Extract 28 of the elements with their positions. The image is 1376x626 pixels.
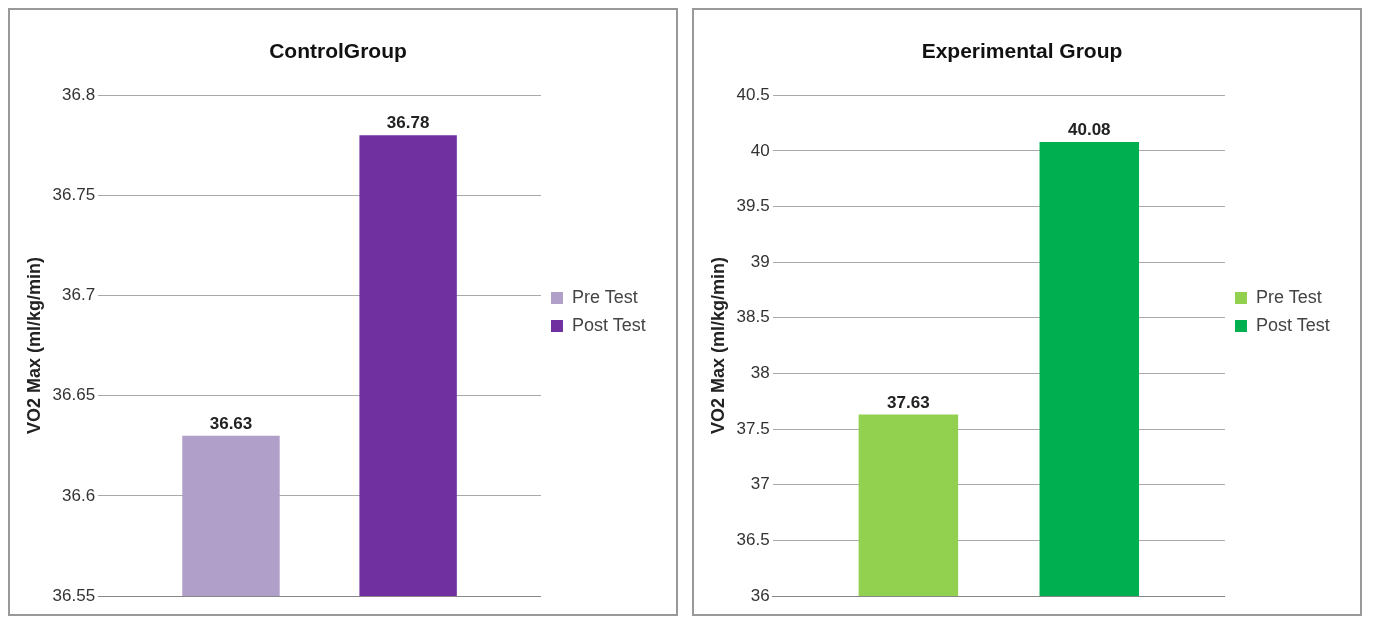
y-axis-title: VO2 Max (ml/kg/min) xyxy=(707,257,728,435)
legend-label: Post Test xyxy=(571,314,646,335)
legend-label: Pre Test xyxy=(1255,286,1322,307)
data-label: 36.63 xyxy=(209,413,253,433)
y-tick-label: 37 xyxy=(750,474,770,494)
y-tick-label: 36.65 xyxy=(52,385,96,405)
y-tick-label: 36.5 xyxy=(736,530,770,550)
chart-title: ControlGroup xyxy=(269,39,407,63)
data-label: 37.63 xyxy=(887,392,930,412)
y-tick-label: 36.6 xyxy=(62,485,96,505)
y-tick-label: 40.5 xyxy=(736,84,770,104)
y-tick-label: 38.5 xyxy=(736,307,770,327)
y-axis-title: VO2 Max (ml/kg/min) xyxy=(23,257,44,435)
y-tick-label: 40 xyxy=(750,140,770,160)
y-tick-label: 39 xyxy=(750,251,770,271)
y-tick-label: 36.7 xyxy=(62,285,96,305)
y-tick-label: 36.55 xyxy=(52,585,96,605)
y-tick-label: 38 xyxy=(750,363,770,383)
legend-label: Post Test xyxy=(1255,314,1330,335)
y-tick-label: 37.5 xyxy=(736,418,770,438)
legend-label: Pre Test xyxy=(571,286,638,307)
y-tick-label: 36.8 xyxy=(62,84,96,104)
y-tick-label: 36 xyxy=(750,585,770,605)
y-tick-label: 36.75 xyxy=(52,185,96,205)
data-label: 40.08 xyxy=(1068,120,1111,140)
data-label: 36.78 xyxy=(386,113,430,133)
y-tick-label: 39.5 xyxy=(736,196,770,216)
chart-title: Experimental Group xyxy=(921,39,1123,63)
